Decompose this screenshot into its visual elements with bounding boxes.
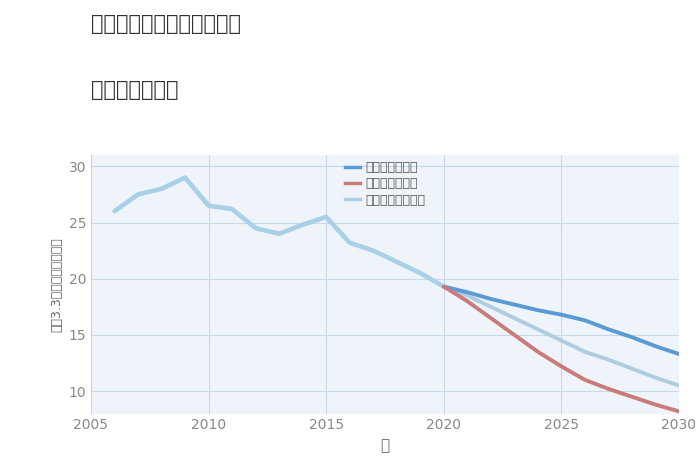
Legend: グッドシナリオ, バッドシナリオ, ノーマルシナリオ: グッドシナリオ, バッドシナリオ, ノーマルシナリオ [344, 161, 426, 207]
X-axis label: 年: 年 [380, 438, 390, 453]
Text: 土地の価格推移: 土地の価格推移 [91, 80, 178, 100]
Text: 愛知県稲沢市平和町東城の: 愛知県稲沢市平和町東城の [91, 14, 241, 34]
Y-axis label: 平（3.3㎡）単価（万円）: 平（3.3㎡）単価（万円） [50, 237, 63, 332]
